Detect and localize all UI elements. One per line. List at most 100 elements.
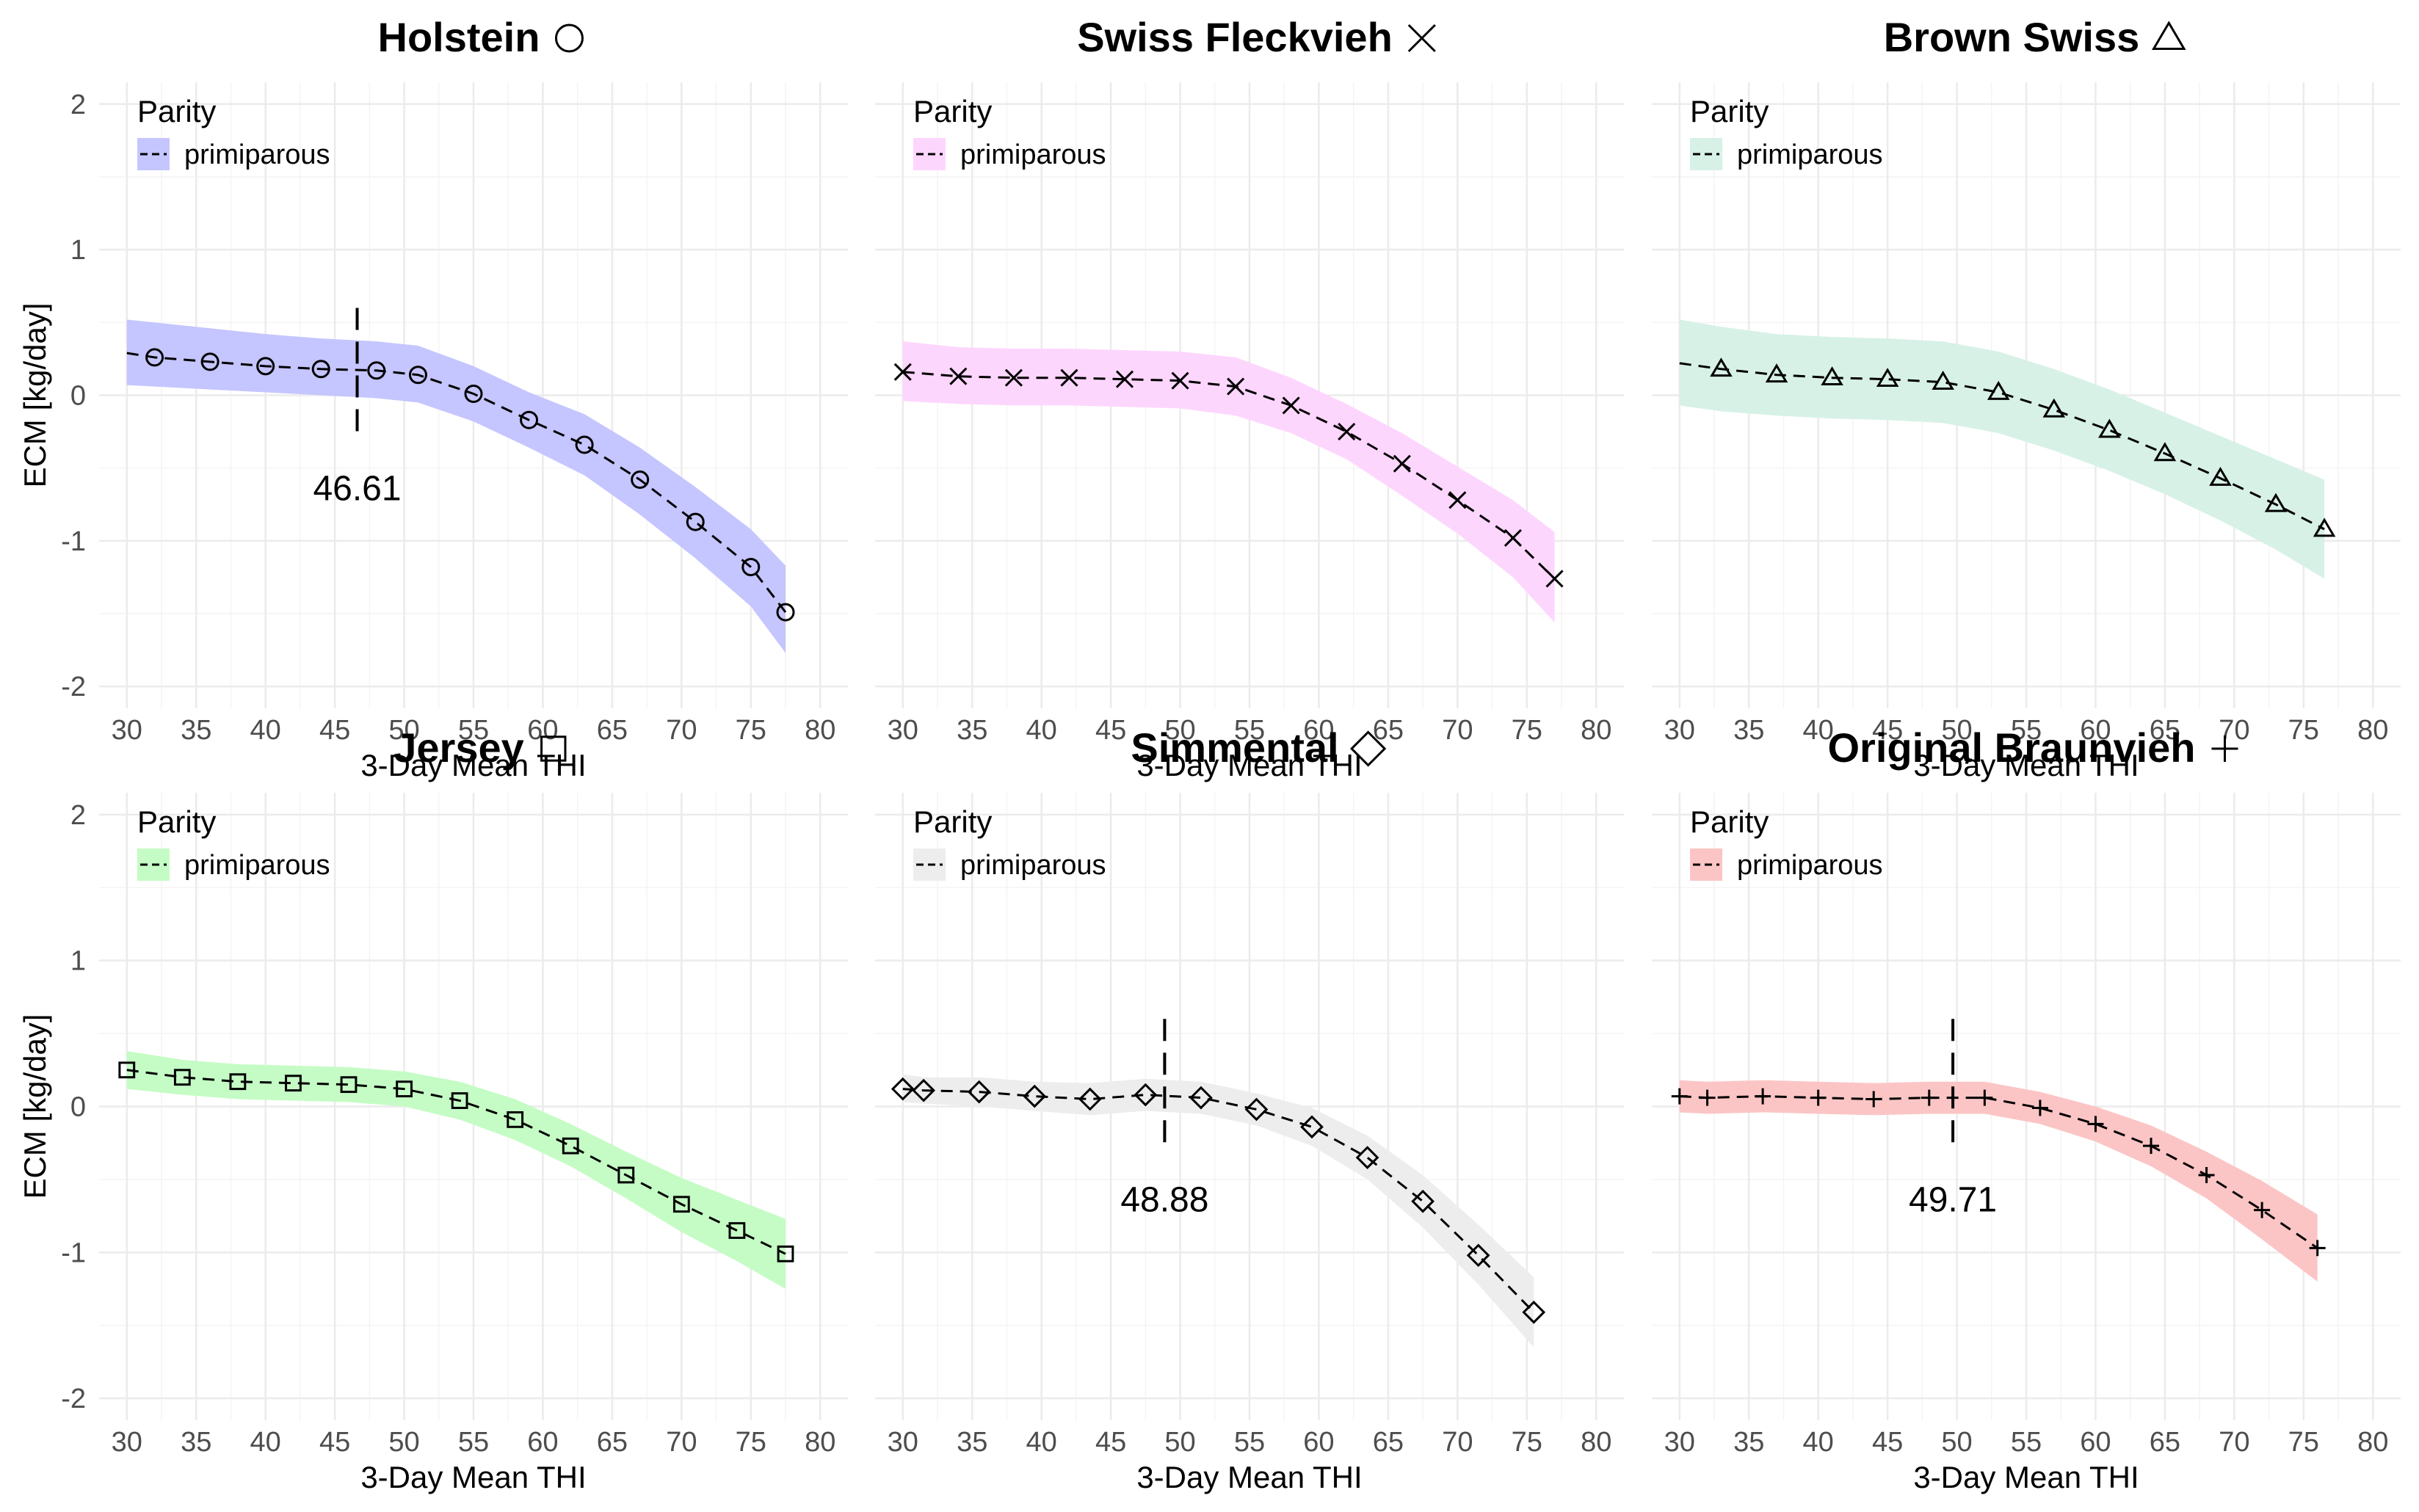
y-tick-label: -1 bbox=[61, 526, 86, 557]
legend-label: primiparous bbox=[184, 139, 330, 170]
x-tick-label: 55 bbox=[2011, 1427, 2042, 1458]
data-point bbox=[967, 1080, 991, 1104]
data-point bbox=[1282, 396, 1300, 415]
confidence-ribbon bbox=[126, 1050, 786, 1290]
x-tick-label: 65 bbox=[1373, 1427, 1404, 1458]
data-point bbox=[1244, 1097, 1269, 1122]
data-point bbox=[1765, 363, 1788, 383]
x-tick-label: 75 bbox=[736, 715, 766, 746]
legend-title: Parity bbox=[1690, 804, 1769, 839]
legend-title: Parity bbox=[913, 804, 992, 839]
x-tick-label: 40 bbox=[1803, 1427, 1834, 1458]
data-point bbox=[1921, 1089, 1937, 1106]
data-point bbox=[408, 366, 427, 385]
x-tick-label: 45 bbox=[319, 1427, 350, 1458]
y-tick-label: -2 bbox=[61, 672, 86, 702]
panel-1: 30 35 40 45 50 55 60 65 70 75 803-Day Mean THIPari… bbox=[875, 14, 1624, 782]
title-symbol-icon bbox=[540, 735, 567, 762]
panel-title: Original Braunvieh bbox=[1828, 724, 2196, 771]
panel-2: 30 35 40 45 50 55 60 65 70 75 80 3-Day Mean THI Pari… bbox=[1652, 14, 2401, 782]
data-point bbox=[1393, 454, 1411, 473]
data-point bbox=[1060, 368, 1078, 387]
title-symbol-icon bbox=[2211, 735, 2238, 762]
x-axis-title: 3-Day Mean THI bbox=[1136, 748, 1362, 782]
x-tick-label: 55 bbox=[1234, 1427, 1265, 1458]
x-tick-label: 35 bbox=[181, 715, 211, 746]
x-tick-label: 80 bbox=[2357, 1427, 2388, 1458]
title-symbol-icon bbox=[1407, 23, 1436, 53]
legend-label: primiparous bbox=[1737, 139, 1883, 170]
data-point bbox=[1865, 1091, 1882, 1108]
threshold-label: 46.61 bbox=[313, 469, 401, 508]
legend-label: primiparous bbox=[184, 850, 330, 881]
confidence-ribbon bbox=[902, 341, 1555, 622]
confidence-ribbon bbox=[902, 1074, 1534, 1348]
data-point bbox=[617, 1166, 635, 1184]
data-point bbox=[2143, 1138, 2159, 1155]
data-point bbox=[672, 1196, 690, 1213]
data-point bbox=[1004, 368, 1023, 387]
x-tick-label: 60 bbox=[1303, 715, 1334, 746]
data-point bbox=[2031, 1100, 2048, 1116]
x-tick-label: 35 bbox=[181, 1427, 211, 1458]
threshold-label: 49.71 bbox=[1909, 1181, 1997, 1220]
x-tick-label: 40 bbox=[1026, 715, 1057, 746]
x-tick-label: 50 bbox=[1164, 1427, 1195, 1458]
x-tick-label: 45 bbox=[1872, 1427, 1903, 1458]
x-tick-label: 60 bbox=[2080, 715, 2111, 746]
data-point bbox=[2209, 466, 2232, 486]
panel-0: 30 35 40 45 50 55 60 65 70 75 80 -2 -1 0 1 2 ECM [kg/day… bbox=[18, 14, 848, 782]
x-tick-label: 75 bbox=[2288, 715, 2319, 746]
x-tick-label: 65 bbox=[597, 1427, 628, 1458]
x-tick-label: 35 bbox=[957, 715, 987, 746]
data-point bbox=[1134, 1083, 1158, 1107]
data-point bbox=[776, 603, 795, 622]
y-axis-title: ECM [kg/day] bbox=[18, 302, 52, 487]
data-point bbox=[256, 357, 275, 376]
data-point bbox=[686, 512, 705, 531]
x-tick-label: 60 bbox=[527, 715, 558, 746]
x-tick-label: 40 bbox=[250, 1427, 281, 1458]
x-tick-label: 55 bbox=[2011, 715, 2042, 746]
data-point bbox=[507, 1111, 524, 1128]
data-point bbox=[1522, 1300, 1546, 1324]
title-symbol-icon bbox=[2151, 21, 2186, 50]
panel-title: Jersey bbox=[394, 724, 524, 771]
data-point bbox=[562, 1137, 579, 1155]
panel-title: Holstein bbox=[378, 14, 540, 60]
x-tick-label: 75 bbox=[1512, 715, 1542, 746]
panel-title: Swiss Fleckvieh bbox=[1077, 14, 1393, 60]
x-tick-label: 65 bbox=[2150, 1427, 2180, 1458]
x-tick-label: 75 bbox=[736, 1427, 766, 1458]
data-point bbox=[118, 1061, 136, 1079]
y-tick-label: -1 bbox=[61, 1237, 86, 1268]
data-point bbox=[1821, 366, 1843, 386]
data-point bbox=[741, 558, 761, 577]
panel-3: 30 35 40 45 50 55 60 65 70 75 80 -2 -1 0 1 2 ECM [kg/day… bbox=[18, 724, 848, 1494]
x-tick-label: 80 bbox=[2357, 715, 2388, 746]
x-tick-label: 50 bbox=[388, 1427, 419, 1458]
data-point bbox=[145, 348, 164, 367]
x-tick-label: 80 bbox=[1581, 1427, 1611, 1458]
data-point bbox=[1504, 528, 1522, 547]
data-point bbox=[1466, 1243, 1490, 1268]
y-tick-label: -2 bbox=[61, 1384, 86, 1414]
data-point bbox=[2153, 442, 2177, 462]
legend-title: Parity bbox=[1690, 94, 1769, 128]
x-tick-label: 60 bbox=[2080, 1427, 2111, 1458]
title-symbol-icon bbox=[554, 23, 584, 53]
x-tick-label: 60 bbox=[527, 1427, 558, 1458]
x-tick-label: 30 bbox=[1664, 715, 1695, 746]
x-tick-label: 80 bbox=[1581, 715, 1611, 746]
panel-title: Brown Swiss bbox=[1884, 14, 2140, 60]
legend-title: Parity bbox=[137, 94, 216, 128]
x-tick-label: 55 bbox=[458, 715, 489, 746]
data-point bbox=[1810, 1089, 1827, 1106]
data-point bbox=[200, 352, 220, 371]
data-point bbox=[777, 1245, 794, 1262]
series-line bbox=[126, 1069, 786, 1255]
data-point bbox=[1699, 1089, 1716, 1106]
y-tick-label: 0 bbox=[70, 381, 86, 412]
x-axis-title: 3-Day Mean THI bbox=[1913, 1460, 2139, 1494]
data-point bbox=[311, 360, 330, 379]
